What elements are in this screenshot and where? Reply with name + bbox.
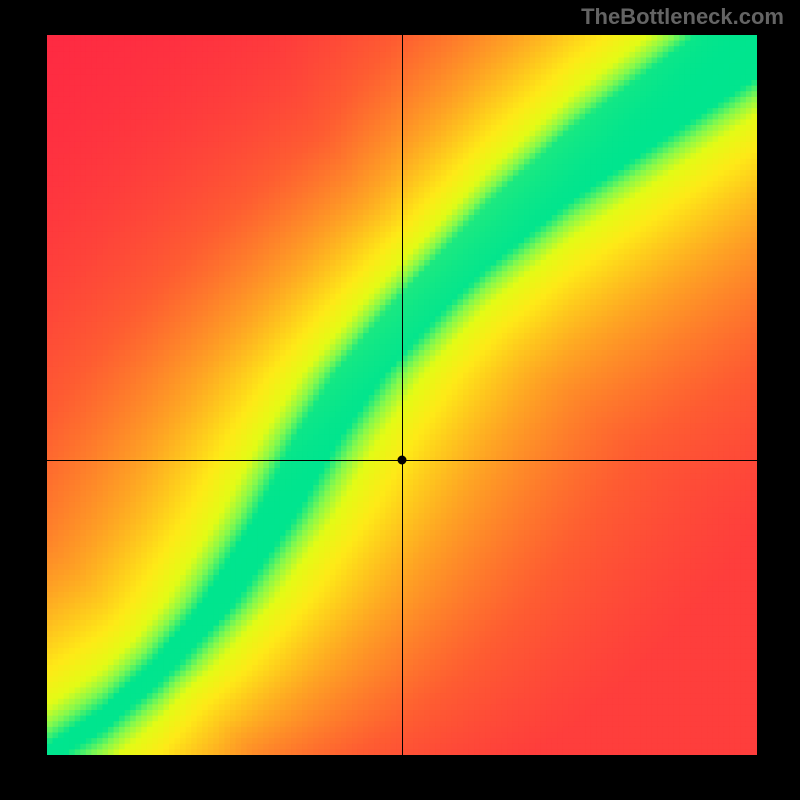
chart-container: TheBottleneck.com	[0, 0, 800, 800]
marker-dot	[398, 455, 407, 464]
crosshair-vertical	[402, 35, 403, 755]
plot-area	[47, 35, 757, 755]
watermark-text: TheBottleneck.com	[581, 4, 784, 30]
